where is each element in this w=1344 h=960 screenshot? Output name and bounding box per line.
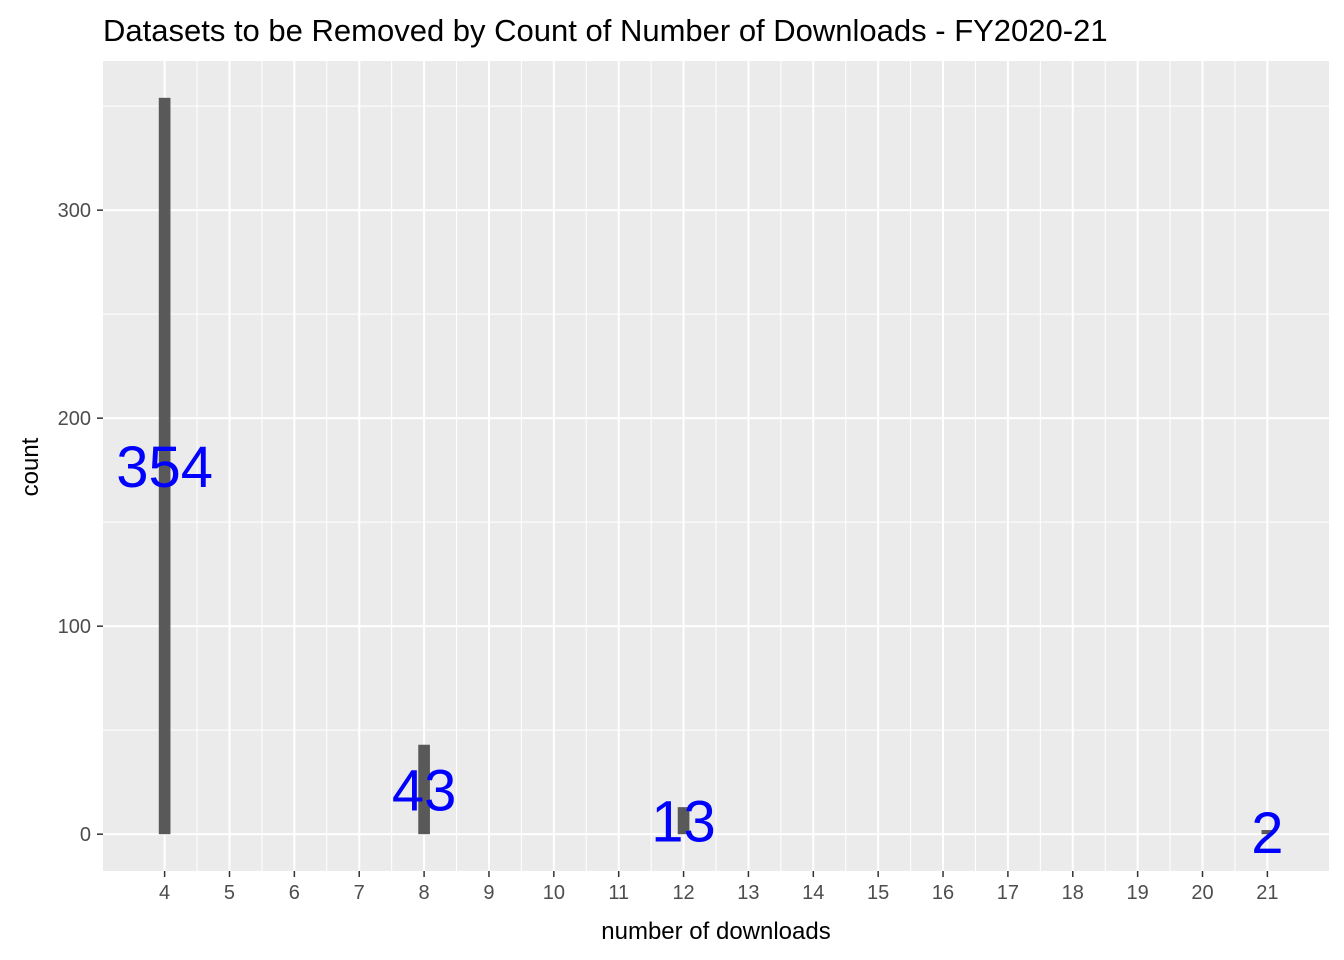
y-tick-label: 300 [58,200,91,222]
x-axis-title: number of downloads [601,918,830,945]
y-axis-title: count [17,437,44,496]
x-tick-label: 15 [867,882,889,904]
x-tick-label: 13 [737,882,759,904]
data-label: 354 [116,435,213,500]
chart-title: Datasets to be Removed by Count of Numbe… [103,13,1108,48]
x-tick-label: 5 [224,882,235,904]
x-tick-label: 10 [543,882,565,904]
x-tick-label: 20 [1191,882,1213,904]
data-label: 13 [651,790,716,855]
x-tick-label: 19 [1127,882,1149,904]
x-tick-label: 7 [354,882,365,904]
data-label: 43 [392,758,457,823]
x-tick-label: 21 [1256,882,1278,904]
x-tick-label: 8 [419,882,430,904]
x-tick-label: 12 [672,882,694,904]
x-tick-label: 11 [608,882,629,904]
y-tick-label: 0 [80,824,91,846]
x-tick-label: 17 [997,882,1019,904]
x-axis: 4 5 6 7 8 9 10 11 12 13 14 15 16 17 18 19 20 21 [159,871,1278,904]
x-tick-label: 6 [289,882,300,904]
x-tick-label: 14 [802,882,824,904]
x-tick-label: 16 [932,882,954,904]
y-axis: 0 100 200 300 [58,200,103,846]
data-label: 2 [1251,801,1283,866]
y-tick-label: 200 [58,408,91,430]
x-tick-label: 9 [483,882,494,904]
x-tick-label: 4 [159,882,170,904]
x-tick-label: 18 [1062,882,1084,904]
y-tick-label: 100 [58,616,91,638]
